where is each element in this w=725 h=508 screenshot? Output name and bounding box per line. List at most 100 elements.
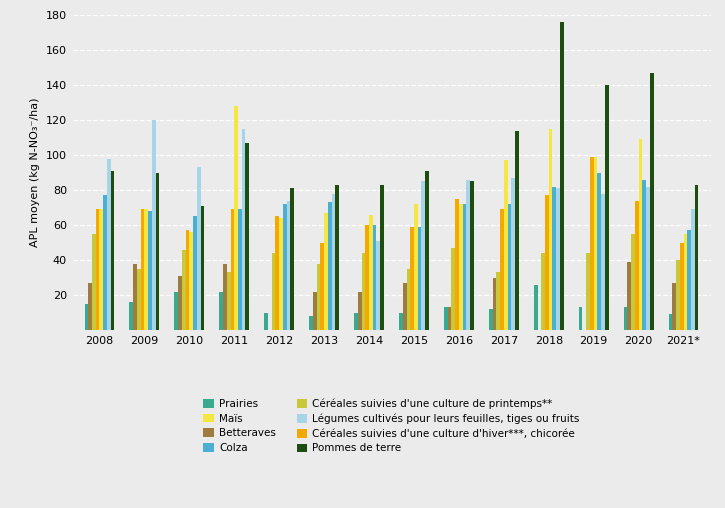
Bar <box>627 262 631 330</box>
Bar <box>534 284 537 330</box>
Bar <box>466 180 470 330</box>
Bar <box>587 253 590 330</box>
Bar <box>507 204 511 330</box>
Bar <box>317 264 320 330</box>
Bar <box>497 272 500 330</box>
Bar <box>220 292 223 330</box>
Bar <box>511 178 515 330</box>
Bar <box>328 203 331 330</box>
Bar <box>631 234 635 330</box>
Bar <box>92 234 96 330</box>
Bar <box>182 250 186 330</box>
Bar <box>189 232 193 330</box>
Bar <box>320 243 324 330</box>
Bar <box>560 22 563 330</box>
Bar <box>286 201 291 330</box>
Bar <box>489 309 492 330</box>
Bar <box>137 269 141 330</box>
Bar <box>687 231 691 330</box>
Bar <box>264 313 268 330</box>
Bar <box>691 209 695 330</box>
Bar <box>500 209 504 330</box>
Bar <box>283 204 286 330</box>
Bar <box>650 73 653 330</box>
Bar <box>193 216 196 330</box>
Bar <box>455 199 459 330</box>
Bar <box>668 314 672 330</box>
Y-axis label: APL moyen (kg N-NO₃⁻/ha): APL moyen (kg N-NO₃⁻/ha) <box>30 98 41 247</box>
Bar <box>414 204 418 330</box>
Bar <box>144 209 148 330</box>
Bar <box>324 213 328 330</box>
Bar <box>635 201 639 330</box>
Bar <box>309 316 313 330</box>
Bar <box>380 185 384 330</box>
Bar <box>590 157 594 330</box>
Bar <box>223 264 227 330</box>
Bar <box>425 171 429 330</box>
Bar <box>88 283 92 330</box>
Bar <box>362 253 365 330</box>
Bar <box>459 204 463 330</box>
Bar <box>452 248 455 330</box>
Bar <box>227 272 231 330</box>
Bar <box>133 264 137 330</box>
Bar <box>272 253 276 330</box>
Bar <box>373 225 376 330</box>
Bar <box>515 131 519 330</box>
Bar <box>448 307 452 330</box>
Bar <box>421 181 425 330</box>
Bar <box>492 278 497 330</box>
Bar <box>111 171 115 330</box>
Bar <box>684 234 687 330</box>
Bar <box>407 269 410 330</box>
Bar <box>354 313 358 330</box>
Bar <box>556 188 560 330</box>
Bar <box>152 120 156 330</box>
Bar <box>107 158 111 330</box>
Bar <box>695 185 698 330</box>
Bar <box>103 196 107 330</box>
Bar <box>470 181 474 330</box>
Bar <box>579 307 582 330</box>
Bar <box>639 140 642 330</box>
Legend: Prairies, Maïs, Betteraves, Colza, Céréales suivies d'une culture de printemps**: Prairies, Maïs, Betteraves, Colza, Céréa… <box>203 398 580 454</box>
Bar <box>365 225 369 330</box>
Bar <box>96 209 99 330</box>
Bar <box>463 204 466 330</box>
Bar <box>601 194 605 330</box>
Bar <box>313 292 317 330</box>
Bar <box>676 260 680 330</box>
Bar <box>545 196 549 330</box>
Bar <box>291 188 294 330</box>
Bar <box>148 211 152 330</box>
Bar <box>231 209 234 330</box>
Bar <box>201 206 204 330</box>
Bar <box>444 307 448 330</box>
Bar <box>403 283 407 330</box>
Bar <box>99 209 103 330</box>
Bar <box>85 304 88 330</box>
Bar <box>672 283 676 330</box>
Bar <box>238 209 241 330</box>
Bar <box>542 253 545 330</box>
Bar <box>642 180 646 330</box>
Bar <box>358 292 362 330</box>
Bar <box>418 227 421 330</box>
Bar <box>156 173 160 330</box>
Bar <box>234 106 238 330</box>
Bar <box>196 168 201 330</box>
Bar <box>246 143 249 330</box>
Bar <box>605 85 608 330</box>
Bar <box>175 292 178 330</box>
Bar <box>410 227 414 330</box>
Bar <box>376 241 380 330</box>
Bar <box>335 185 339 330</box>
Bar <box>130 302 133 330</box>
Bar <box>646 187 650 330</box>
Bar <box>680 243 684 330</box>
Bar <box>178 276 182 330</box>
Bar <box>331 194 335 330</box>
Bar <box>597 173 601 330</box>
Bar <box>241 129 246 330</box>
